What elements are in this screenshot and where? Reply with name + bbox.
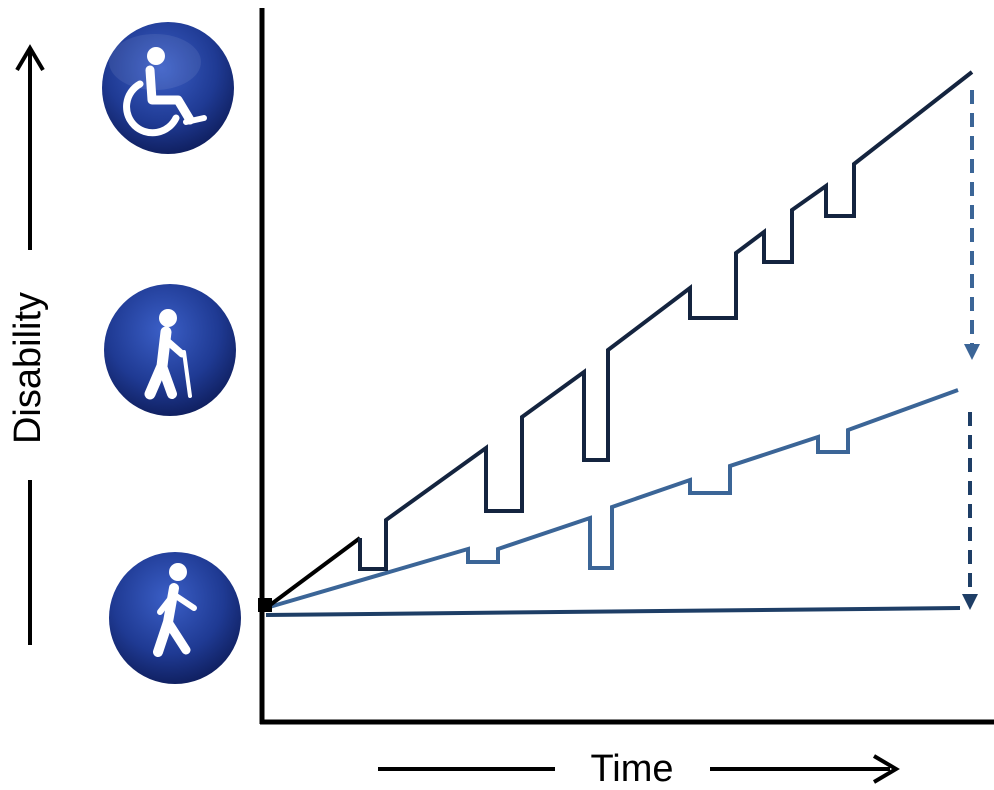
upper-reduction-arrow [964, 90, 980, 360]
x-axis-arrowhead-icon [872, 754, 900, 784]
walking-person-icon [109, 552, 241, 684]
high-trajectory-steps [358, 70, 974, 571]
x-axis-label-group: Time [378, 748, 900, 790]
wheelchair-icon [102, 22, 234, 154]
lower-reduction-arrow [962, 412, 978, 610]
baseline-trajectory-line [265, 606, 961, 617]
y-axis-label: Disability [7, 292, 49, 444]
y-axis-arrowhead-icon [15, 44, 45, 72]
start-point-marker [258, 598, 272, 612]
person-with-cane-icon [104, 284, 236, 416]
high-trajectory-line [264, 536, 362, 610]
y-axis-label-group: Disability [7, 44, 49, 645]
mid-trajectory-line [265, 388, 959, 610]
x-axis-label: Time [590, 748, 673, 790]
